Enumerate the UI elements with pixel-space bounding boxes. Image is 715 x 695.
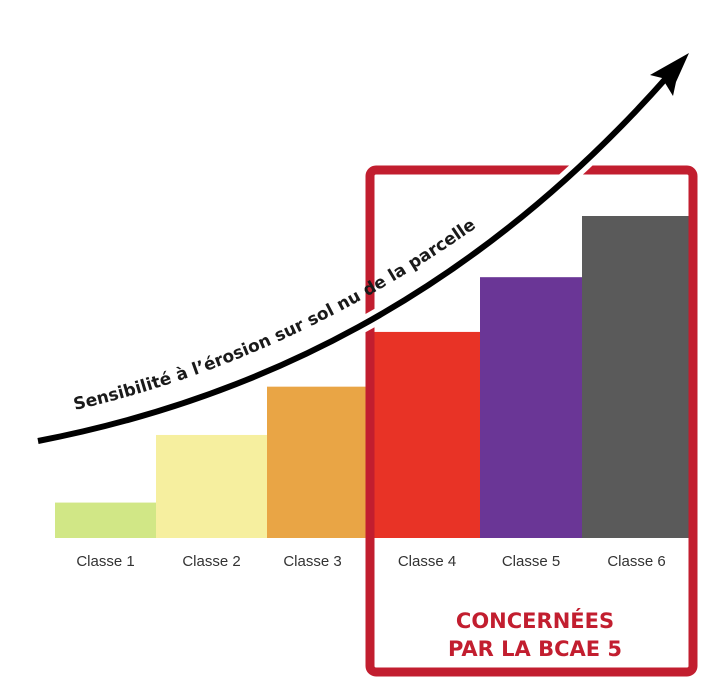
category-label: Classe 2: [182, 553, 240, 570]
category-label: Classe 4: [398, 553, 456, 570]
arrow-head-icon: [650, 53, 689, 96]
arrow-shaft: [37, 74, 671, 444]
bar-4: [374, 331, 480, 538]
bar-1: [55, 502, 156, 538]
category-label: Classe 1: [76, 553, 134, 570]
category-label: Classe 5: [502, 553, 560, 570]
bar-2: [156, 434, 267, 538]
category-label: Classe 6: [607, 553, 665, 570]
highlight-label-line1: CONCERNÉES: [456, 608, 614, 633]
category-label: Classe 3: [283, 553, 341, 570]
bar-3: [267, 386, 374, 538]
bar-5: [480, 277, 582, 538]
highlight-label-line2: PAR LA BCAE 5: [448, 637, 622, 661]
bar-6: [582, 216, 691, 538]
highlight-box: [365, 165, 698, 677]
